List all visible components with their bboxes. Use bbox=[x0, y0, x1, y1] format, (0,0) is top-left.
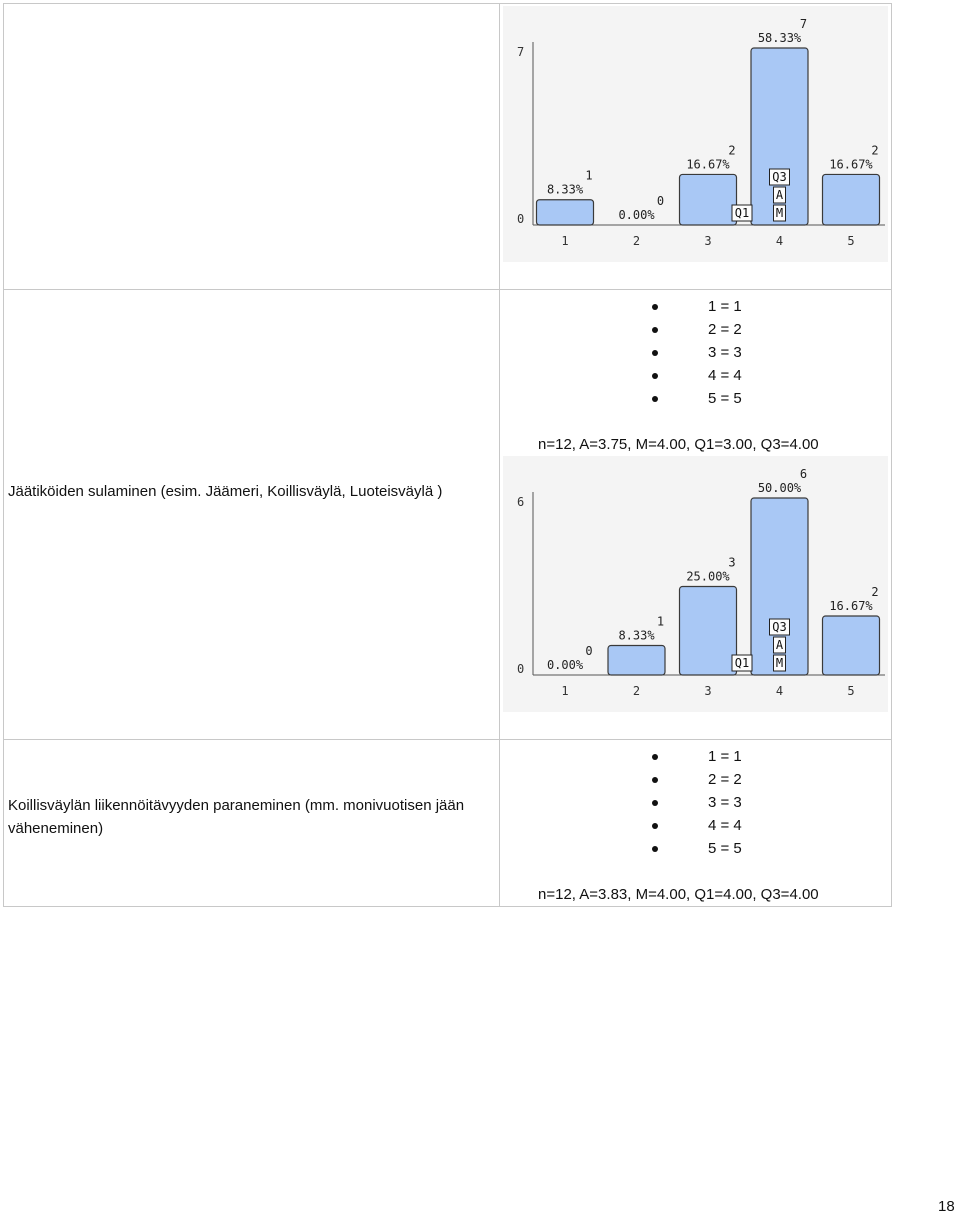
bar bbox=[750, 497, 809, 676]
bullet-icon bbox=[652, 304, 658, 310]
x-tick-label: 2 bbox=[633, 684, 640, 698]
table-border-left bbox=[3, 3, 4, 907]
bar-count-label: 1 bbox=[657, 615, 664, 629]
legend-item: 5 = 5 bbox=[652, 837, 742, 860]
y-tick-label: 0 bbox=[517, 212, 524, 226]
bar bbox=[821, 173, 881, 226]
marker-label: Q3 bbox=[772, 170, 786, 184]
legend-item: 5 = 5 bbox=[652, 387, 742, 410]
bar-count-label: 3 bbox=[728, 556, 735, 570]
chart-1-svg: 078.33%110.00%0216.67%2358.33%7416.67%25… bbox=[517, 17, 885, 248]
bar-count-label: 0 bbox=[657, 194, 664, 208]
marker-label: A bbox=[776, 638, 784, 652]
bar-count-label: 0 bbox=[585, 644, 592, 658]
y-tick-label: 7 bbox=[517, 45, 524, 59]
bar bbox=[678, 585, 738, 676]
marker-label: M bbox=[776, 206, 783, 220]
table-border-right bbox=[891, 3, 892, 907]
row-3-stats: n=12, A=3.83, M=4.00, Q1=4.00, Q3=4.00 bbox=[538, 886, 819, 903]
x-tick-label: 1 bbox=[561, 684, 568, 698]
chart-2-svg: 060.00%018.33%1225.00%3350.00%6416.67%25… bbox=[517, 467, 885, 698]
bar-percent-label: 16.67% bbox=[686, 157, 730, 171]
table-col-divider bbox=[499, 3, 500, 907]
bullet-icon bbox=[652, 800, 658, 806]
bar-percent-label: 16.67% bbox=[829, 157, 873, 171]
bar-percent-label: 50.00% bbox=[758, 481, 802, 495]
marker-box bbox=[769, 618, 790, 636]
bar-percent-label: 8.33% bbox=[547, 183, 584, 197]
bullet-icon bbox=[652, 754, 658, 760]
x-tick-label: 2 bbox=[633, 234, 640, 248]
bar-count-label: 7 bbox=[800, 17, 807, 31]
legend-item: 3 = 3 bbox=[652, 341, 742, 364]
bar-count-label: 2 bbox=[728, 143, 735, 157]
marker-box bbox=[773, 204, 786, 222]
table-border-bottom bbox=[3, 906, 892, 907]
legend-item: 2 = 2 bbox=[652, 768, 742, 791]
marker-box bbox=[769, 168, 790, 186]
bullet-icon bbox=[652, 846, 658, 852]
page-number: 18 bbox=[938, 1198, 955, 1215]
legend-item: 4 = 4 bbox=[652, 814, 742, 837]
legend-item: 1 = 1 bbox=[652, 745, 742, 768]
chart-1: 0 7 8.33% 1 1 0.00% 0 2 16.67% 2 3 58.33% 7 4 16.67% 2 5… bbox=[503, 6, 888, 262]
x-tick-label: 5 bbox=[847, 684, 854, 698]
bar bbox=[750, 47, 809, 226]
table-border-top bbox=[3, 3, 892, 4]
bar bbox=[607, 644, 666, 676]
legend-item: 3 = 3 bbox=[652, 791, 742, 814]
bar bbox=[678, 173, 738, 226]
marker-box bbox=[773, 654, 786, 672]
bar-percent-label: 0.00% bbox=[618, 208, 655, 222]
x-tick-label: 1 bbox=[561, 234, 568, 248]
bullet-icon bbox=[652, 327, 658, 333]
bullet-icon bbox=[652, 777, 658, 783]
y-tick-label: 6 bbox=[517, 495, 524, 509]
marker-label: Q1 bbox=[735, 206, 749, 220]
legend-item: 1 = 1 bbox=[652, 295, 742, 318]
marker-label: Q3 bbox=[772, 620, 786, 634]
bar-percent-label: 8.33% bbox=[618, 629, 655, 643]
bar bbox=[821, 615, 881, 676]
table-row-divider-2 bbox=[3, 739, 892, 740]
row-3-label: Koillisväylän liikennöitävyyden paranemi… bbox=[8, 797, 465, 837]
marker-box bbox=[773, 186, 786, 204]
marker-box bbox=[731, 204, 753, 222]
x-tick-label: 4 bbox=[776, 234, 783, 248]
legend-item: 4 = 4 bbox=[652, 364, 742, 387]
legend-item: 2 = 2 bbox=[652, 318, 742, 341]
x-tick-label: 4 bbox=[776, 684, 783, 698]
marker-label: Q1 bbox=[735, 656, 749, 670]
marker-box bbox=[731, 654, 753, 672]
bar-count-label: 1 bbox=[585, 169, 592, 183]
x-tick-label: 3 bbox=[704, 684, 711, 698]
bar-percent-label: 58.33% bbox=[758, 31, 802, 45]
row-2-label: Jäätiköiden sulaminen (esim. Jäämeri, Ko… bbox=[8, 483, 443, 500]
marker-label: M bbox=[776, 656, 783, 670]
marker-label: A bbox=[776, 188, 784, 202]
bar-percent-label: 0.00% bbox=[547, 658, 584, 672]
x-tick-label: 5 bbox=[847, 234, 854, 248]
row-2-legend: 1 = 1 2 = 2 3 = 3 4 = 4 5 = 5 bbox=[652, 295, 742, 410]
bullet-icon bbox=[652, 373, 658, 379]
bar-percent-label: 25.00% bbox=[686, 570, 730, 584]
y-tick-label: 0 bbox=[517, 662, 524, 676]
bar-percent-label: 16.67% bbox=[829, 599, 873, 613]
chart-2: 0 6 0.00% 0 1 8.33% 1 2 25.00% 3 3 50.00% 6 4 16.67% 2 5… bbox=[503, 456, 888, 712]
bar-count-label: 6 bbox=[800, 467, 807, 481]
x-tick-label: 3 bbox=[704, 234, 711, 248]
row-3-legend: 1 = 1 2 = 2 3 = 3 4 = 4 5 = 5 bbox=[652, 745, 742, 860]
bar bbox=[535, 199, 595, 226]
bullet-icon bbox=[652, 396, 658, 402]
bar-count-label: 2 bbox=[871, 585, 878, 599]
bullet-icon bbox=[652, 823, 658, 829]
table-row-divider-1 bbox=[3, 289, 892, 290]
row-2-stats: n=12, A=3.75, M=4.00, Q1=3.00, Q3=4.00 bbox=[538, 436, 819, 453]
marker-box bbox=[773, 636, 786, 654]
bar-count-label: 2 bbox=[871, 143, 878, 157]
bullet-icon bbox=[652, 350, 658, 356]
